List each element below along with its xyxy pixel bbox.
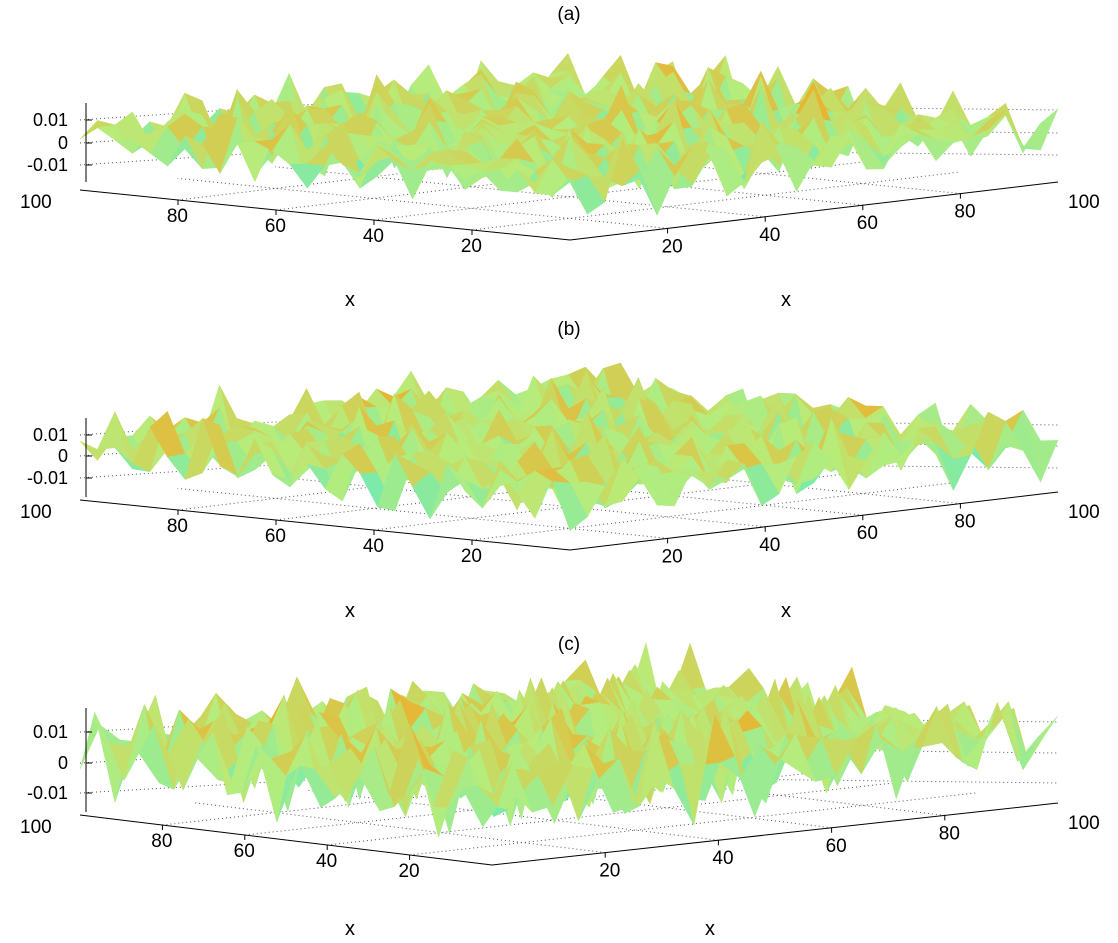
- y-tick-label: 40: [759, 225, 780, 246]
- z-tick-label: 0: [58, 446, 68, 466]
- axes: [79, 418, 1059, 551]
- z-tick-label: -0.01: [27, 468, 68, 488]
- axes: [79, 103, 1059, 241]
- y-axis-label: x: [781, 600, 791, 622]
- y-tick-label: 60: [857, 523, 878, 544]
- x-axis-label: x: [345, 600, 355, 622]
- panel-title: (c): [558, 634, 580, 655]
- surface-plot-a: 0.01 0-0.01 20 40 60 80 100 20 40 60 80 100 x x (a): [20, 4, 1100, 311]
- y-tick-label: 80: [954, 512, 975, 533]
- y-tick-label: 20: [662, 546, 683, 567]
- y-tick-label: 80: [939, 823, 960, 844]
- surface-plot-b: 0.010-0.01 20 40 60 80 100 20 40 60 80 100 x x (b): [20, 319, 1100, 622]
- z-tick-label: 0: [58, 133, 68, 153]
- y-tick-label: 100: [1068, 813, 1100, 834]
- y-tick-label: 20: [662, 236, 683, 257]
- z-tick-label: 0.01: [33, 110, 68, 130]
- z-tick-label: -0.01: [27, 783, 68, 803]
- y-tick-label: 80: [954, 202, 975, 223]
- surface-patch: [1022, 715, 1059, 770]
- x-tick-label: 60: [265, 526, 286, 547]
- x-tick-label: 80: [167, 206, 188, 227]
- surface-patch: [1022, 108, 1059, 151]
- surface-plot-c: 0.01 0 -0.01 20 40 60 80 100 20 40 60 80 100 x x (c): [20, 634, 1100, 940]
- x-tick-label: 40: [316, 851, 337, 872]
- x-tick-label: 20: [461, 236, 482, 257]
- surface-patch: [552, 481, 588, 532]
- x-tick-label: 40: [363, 536, 384, 557]
- x-tick-label: 40: [363, 226, 384, 247]
- surface-patch: [477, 761, 513, 807]
- y-tick-label: 100: [1068, 192, 1100, 213]
- x-tick-label: 80: [167, 516, 188, 537]
- y-tick-label: 60: [826, 836, 847, 857]
- x-tick-label: 20: [398, 861, 419, 882]
- y-tick-label: 40: [712, 848, 733, 869]
- x-tick-label: 80: [151, 831, 172, 852]
- x-tick-label: 20: [461, 546, 482, 567]
- surface-patch: [552, 177, 588, 215]
- y-axis-label: x: [705, 918, 715, 940]
- z-tick-label: -0.01: [27, 155, 68, 175]
- x-tick-label: 100: [20, 192, 52, 213]
- x-axis-label: x: [345, 289, 355, 311]
- x-tick-label: 100: [20, 502, 52, 523]
- y-tick-label: 20: [599, 861, 620, 882]
- axes: [79, 708, 1059, 866]
- x-tick-label: 60: [265, 216, 286, 237]
- surface-mesh: [79, 641, 1059, 838]
- y-tick-label: 40: [759, 535, 780, 556]
- z-tick-label: 0.01: [33, 722, 68, 742]
- y-tick-label: 100: [1068, 502, 1100, 523]
- surface-patch: [289, 163, 326, 189]
- panel-title: (b): [557, 319, 580, 340]
- y-tick-label: 60: [857, 213, 878, 234]
- surface-mesh: [79, 52, 1059, 216]
- x-tick-label: 100: [20, 817, 52, 838]
- panel-title: (a): [557, 4, 580, 25]
- z-tick-label: 0.01: [33, 425, 68, 445]
- surface-mesh: [79, 362, 1059, 532]
- x-tick-label: 60: [234, 841, 255, 862]
- z-tick-label: 0: [58, 753, 68, 773]
- x-axis-label: x: [345, 918, 355, 940]
- y-axis-label: x: [781, 289, 791, 311]
